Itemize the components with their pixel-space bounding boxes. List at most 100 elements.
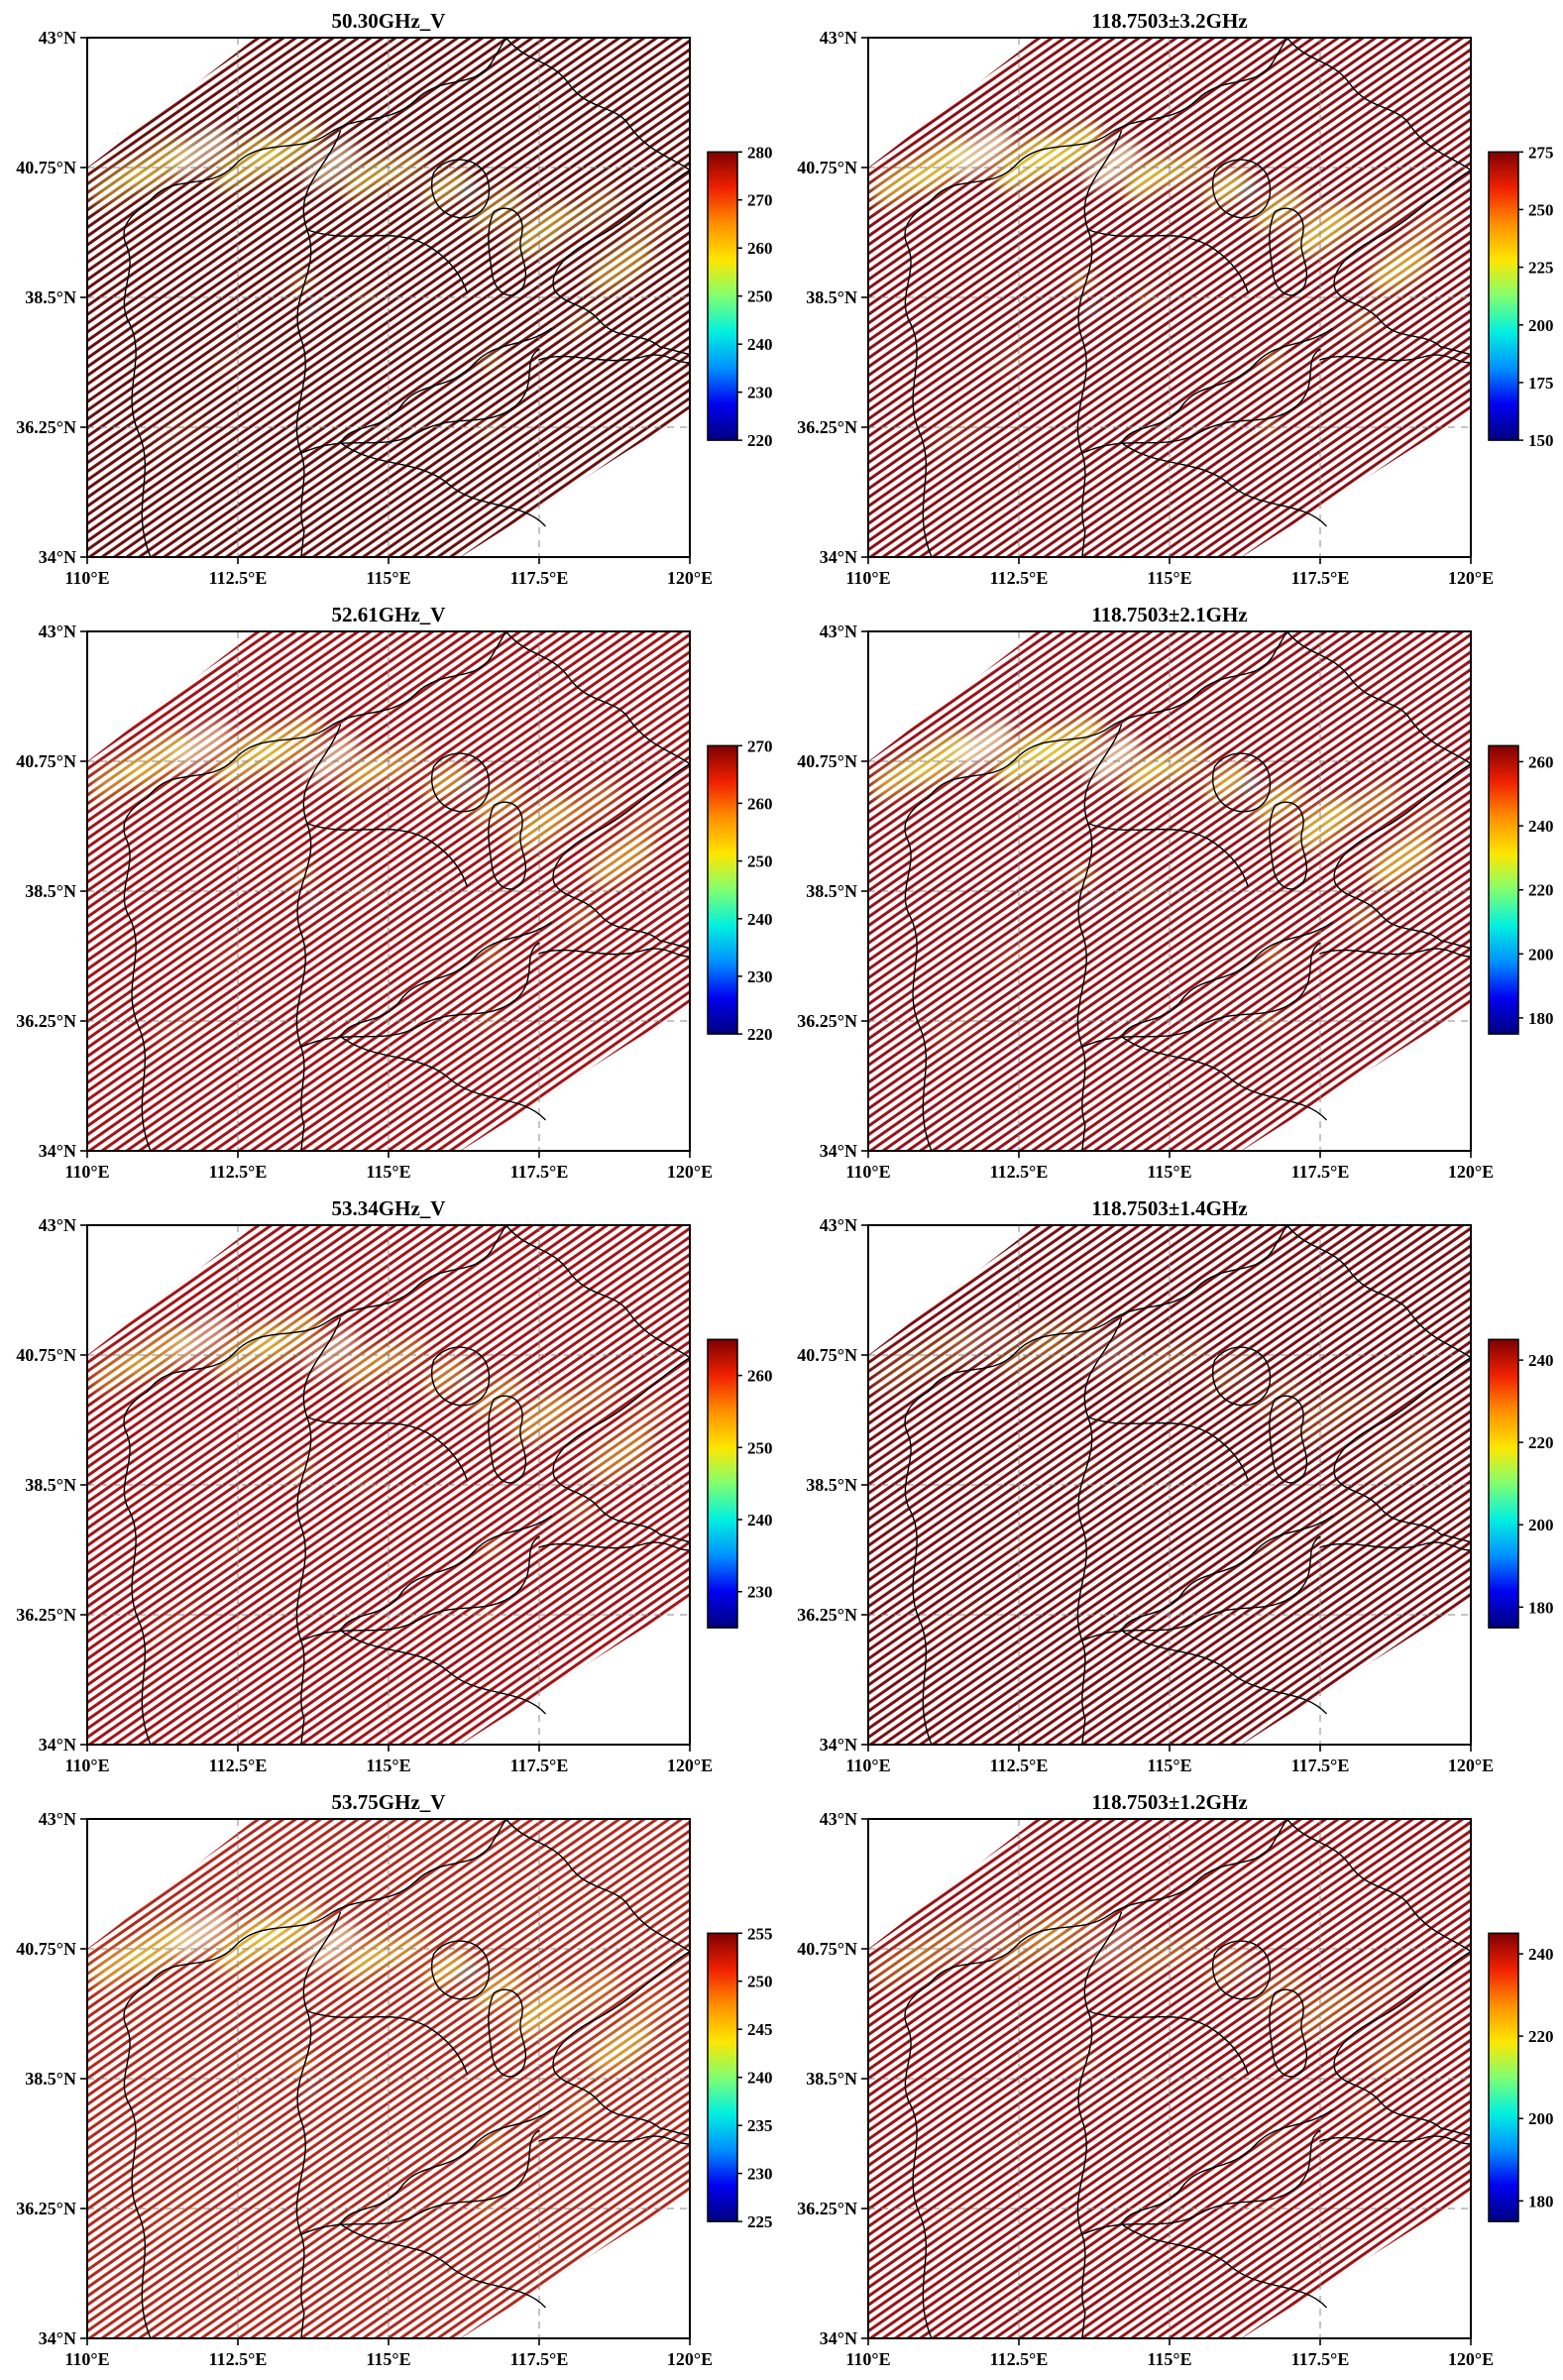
y-tick-label: 40.75°N: [797, 1345, 857, 1365]
colorbar-tick-label: 260: [1528, 752, 1554, 771]
y-tick-label: 38.5°N: [25, 881, 76, 901]
y-tick-label: 40.75°N: [16, 158, 76, 177]
province-boundary: [1077, 1318, 1121, 1745]
x-tick-label: 110°E: [845, 2349, 890, 2369]
y-tick-label: 34°N: [820, 547, 857, 567]
colorbar: 220 230 240 250 260 270: [707, 737, 773, 1044]
panel-118.7503±3.2GHz: .grid{stroke:#8a8a8a;stroke-width:1;stro…: [781, 0, 1562, 594]
colorbar-tick-label: 200: [1528, 945, 1554, 963]
colorbar: 225 230 235 240 245 250 255: [707, 1924, 773, 2231]
y-tick-label: 43°N: [820, 1215, 857, 1235]
province-boundary: [489, 1396, 526, 1483]
y-tick-label: 34°N: [39, 1141, 76, 1161]
province-boundary: [1213, 1347, 1271, 1406]
y-tick-label: 36.25°N: [16, 417, 76, 437]
y-tick-label: 34°N: [39, 2328, 76, 2348]
province-boundary: [340, 328, 551, 442]
province-boundary: [307, 2011, 467, 2074]
province-boundary: [1121, 443, 1326, 526]
panel-svg-118.7503±3.2GHz: .grid{stroke:#8a8a8a;stroke-width:1;stro…: [797, 9, 1554, 588]
province-boundary: [1088, 1417, 1248, 1480]
province-boundary: [553, 1952, 690, 2136]
colorbar-tick-label: 200: [1528, 1516, 1554, 1534]
y-tick-label: 40.75°N: [797, 751, 857, 771]
colorbar: 180 200 220 240 260: [1488, 744, 1554, 1035]
map-plot: [868, 1819, 1471, 2338]
colorbar-tick-label: 260: [747, 239, 773, 258]
x-tick-label: 120°E: [667, 568, 713, 588]
province-boundary: [296, 131, 340, 557]
province-boundary: [1077, 1912, 1121, 2338]
province-boundary: [1270, 208, 1307, 295]
y-tick-label: 34°N: [820, 1141, 857, 1161]
x-tick-label: 112.5°E: [209, 1162, 268, 1182]
colorbar-tick-label: 150: [1528, 431, 1554, 450]
colorbar-tick-label: 270: [747, 737, 773, 755]
y-tick-label: 36.25°N: [16, 1605, 76, 1625]
y-tick-label: 34°N: [820, 1735, 857, 1755]
province-boundary: [489, 1989, 526, 2077]
province-boundary: [506, 631, 690, 764]
province-boundary: [340, 1037, 545, 1120]
colorbar-tick-label: 230: [747, 2165, 773, 2184]
panel-svg-50.30GHz_V: .grid{stroke:#8a8a8a;stroke-width:1;stro…: [16, 9, 773, 588]
y-tick-label: 38.5°N: [806, 1475, 857, 1495]
province-boundary: [1121, 2109, 1332, 2223]
x-tick-label: 115°E: [366, 2349, 410, 2369]
y-tick-label: 43°N: [820, 28, 857, 48]
colorbar: 180 200 220 240: [1488, 1338, 1554, 1629]
province-boundary: [124, 1985, 151, 2338]
province-boundary: [506, 38, 690, 170]
province-boundary: [1287, 1819, 1471, 1952]
colorbar-tick-label: 180: [1528, 1009, 1554, 1028]
panel-118.7503±1.4GHz: .grid{stroke:#8a8a8a;stroke-width:1;stro…: [781, 1188, 1562, 1781]
boundary-layer: [905, 631, 1471, 1151]
province-boundary: [340, 2224, 545, 2308]
x-tick-label: 120°E: [1448, 1162, 1494, 1182]
province-boundary: [340, 1516, 551, 1630]
colorbar-gradient: [707, 1338, 738, 1629]
province-boundary: [1082, 2130, 1320, 2234]
province-boundary: [1287, 1225, 1471, 1358]
colorbar: 150 175 200 225 250 275: [1488, 143, 1554, 450]
province-boundary: [1121, 328, 1332, 442]
colorbar-gradient: [1488, 151, 1519, 441]
panel-title: 53.75GHz_V: [332, 1790, 446, 1814]
province-boundary: [905, 204, 932, 557]
colorbar-tick-label: 235: [747, 2116, 773, 2135]
map-plot: [868, 38, 1471, 557]
y-tick-label: 40.75°N: [16, 751, 76, 771]
colorbar-gradient: [707, 1932, 738, 2222]
panel-svg-52.61GHz_V: .grid{stroke:#8a8a8a;stroke-width:1;stro…: [16, 603, 773, 1182]
y-tick-label: 36.25°N: [16, 1011, 76, 1031]
province-boundary: [1077, 725, 1121, 1151]
x-tick-label: 117.5°E: [1291, 2349, 1350, 2369]
x-tick-label: 112.5°E: [209, 2349, 268, 2369]
x-tick-label: 110°E: [64, 1756, 109, 1775]
province-boundary: [301, 349, 539, 453]
province-boundary: [929, 1819, 1287, 1985]
colorbar-tick-label: 220: [1528, 881, 1554, 900]
colorbar-gradient: [1488, 744, 1519, 1035]
colorbar-tick-label: 270: [747, 191, 773, 210]
x-tick-label: 120°E: [667, 1162, 713, 1182]
province-boundary: [1320, 949, 1471, 957]
x-tick-label: 117.5°E: [1291, 1756, 1350, 1775]
y-tick-label: 36.25°N: [16, 2199, 76, 2218]
province-boundary: [1121, 1631, 1326, 1714]
province-boundary: [296, 1318, 340, 1745]
province-boundary: [1320, 2136, 1471, 2144]
province-boundary: [1121, 922, 1332, 1036]
province-boundary: [1213, 160, 1271, 218]
colorbar-tick-label: 255: [747, 1924, 773, 1943]
y-tick-label: 43°N: [39, 28, 76, 48]
province-boundary: [432, 753, 490, 812]
province-boundary: [929, 1225, 1287, 1392]
province-boundary: [340, 922, 551, 1036]
x-tick-label: 115°E: [1147, 1162, 1191, 1182]
province-boundary: [1088, 824, 1248, 886]
boundary-layer: [124, 1225, 690, 1745]
x-tick-label: 120°E: [1448, 568, 1494, 588]
province-boundary: [1121, 1037, 1326, 1120]
